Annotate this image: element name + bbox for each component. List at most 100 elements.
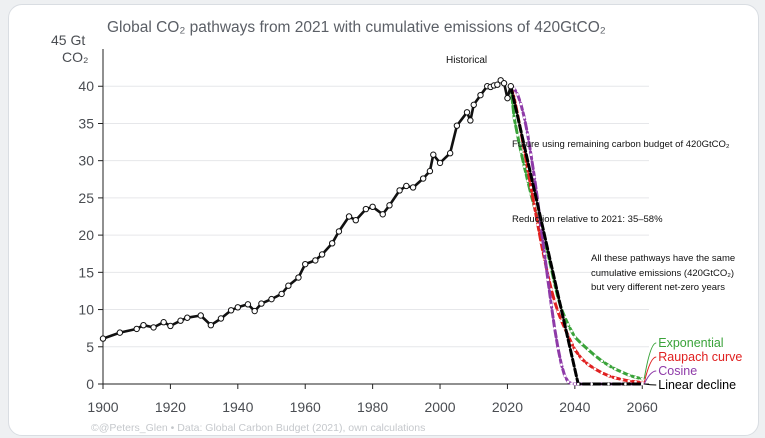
cosine-point [529,153,533,157]
y-tick-label: 5 [86,339,94,355]
historical-point [362,205,370,213]
linear-decline-point [640,382,644,386]
raupach-curve-point [560,319,563,323]
linear-decline-point [624,382,627,386]
historical-point [328,240,336,247]
historical-point [160,319,167,326]
raupach-curve-point [533,204,536,208]
historical-point [184,314,191,321]
historical-label: Historical [446,55,487,66]
exponential-point [522,165,526,168]
historical-point [207,321,215,329]
raupach-curve-point [593,367,597,371]
historical-point [99,335,107,342]
historical-point [302,260,309,268]
cosine-leader-line [643,370,657,385]
raupach-curve-point [553,300,556,303]
y-tick-label: 30 [78,153,94,169]
cosine-point [549,303,553,307]
cosine-point [560,363,563,366]
historical-point [386,202,393,209]
historical-point [467,117,474,124]
exponential-point [607,364,610,367]
historical-point [345,213,353,220]
historical-point [436,159,444,167]
co2-pathways-chart: 1900 1920 1940 1960 1980 2000 2020 2040 2060 051… [51,19,742,434]
grid [103,85,649,348]
legend-raupach-curve: Raupach curve [658,350,742,364]
raupach-curve-point [607,374,610,378]
historical-point [133,325,140,333]
historical-point [426,167,434,175]
historical-point [352,217,359,224]
cosine-point [566,380,570,384]
x-tick-label: 2000 [424,399,455,415]
historical-point [140,321,147,329]
legend-exponential: Exponential [658,336,723,350]
cosine-point [519,102,523,106]
y-ticks: 0 5 10 15 20 25 30 35 40 [78,78,103,392]
exponential-point [587,348,590,352]
note-line3: but very different net-zero years [591,282,725,293]
series-layer [99,77,644,386]
raupach-curve-point [620,378,624,381]
historical-point [177,317,184,324]
linear-decline-leader-line [644,383,657,386]
exponential-point [519,150,523,154]
historical-point [504,94,511,102]
x-tick-label: 1900 [87,399,118,415]
note-line2: cumulative emissions (420GtCO₂) [591,268,734,279]
historical-point [430,151,437,158]
historical-point [463,109,471,116]
x-ticks: 1900 1920 1940 1960 1980 2000 2020 2040 2060 [87,384,658,415]
exponential-point [570,329,573,333]
y-axis-label-line1: 45 Gt [51,32,85,48]
historical-point [258,300,265,307]
linear-decline-point [576,382,580,386]
exponential-leader-line [643,342,657,379]
x-tick-label: 1940 [222,399,253,415]
chart-title: Global CO₂ pathways from 2021 with cumul… [107,19,606,36]
budget-annotation: Future using remaining carbon budget of … [512,139,730,150]
cosine-point [570,382,573,385]
y-tick-label: 40 [78,78,94,94]
historical-point [369,203,376,211]
x-tick-label: 2020 [492,399,523,415]
historical-line [101,79,513,340]
cosine-point [526,133,529,136]
x-tick-label: 1920 [155,399,186,415]
exponential-point [512,116,516,120]
historical-point [396,187,403,194]
exponential-point [566,323,570,326]
cosine-point [516,93,519,96]
historical-point [446,150,454,157]
exponential-point [620,370,624,374]
y-tick-label: 10 [78,302,94,318]
historical-point [470,101,477,109]
series-exponential [509,84,644,381]
exponential-point [627,373,631,377]
raupach-curve-point [556,310,560,314]
cosine-point [546,278,550,282]
historical-point [285,282,292,289]
legend-linear-decline: Linear decline [658,378,736,392]
raupach-curve-point [634,380,637,384]
x-tick-label: 1980 [357,399,388,415]
historical-point [494,81,501,88]
exponential-point [593,354,597,358]
y-tick-label: 15 [78,264,94,280]
y-tick-label: 20 [78,227,94,243]
historical-point [318,251,326,258]
raupach-curve-point [570,341,573,345]
y-tick-label: 0 [86,376,94,392]
historical-point [295,274,302,281]
historical-point [150,324,157,331]
historical-point [167,322,174,330]
exponential-point [516,134,519,137]
historical-point [409,184,417,191]
historical-point [227,307,235,314]
historical-point [419,175,427,182]
raupach-curve-point [536,223,540,226]
exponential-point [634,376,637,379]
